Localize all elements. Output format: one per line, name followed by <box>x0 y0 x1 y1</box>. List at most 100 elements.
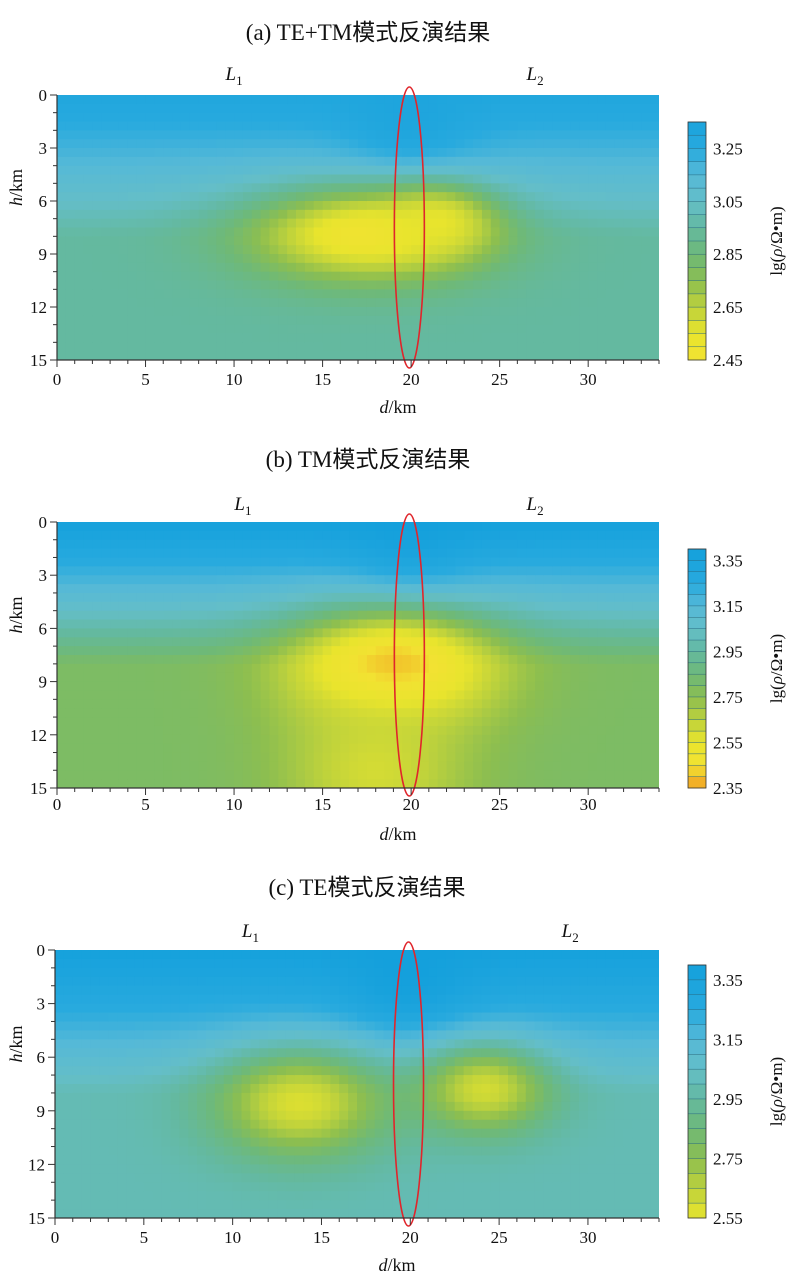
heatmap-cell <box>260 584 271 594</box>
heatmap-cell <box>127 655 138 665</box>
heatmap-cell <box>152 1182 163 1192</box>
heatmap-cell <box>632 655 642 665</box>
heatmap-cell <box>101 681 111 692</box>
heatmap-cell <box>198 165 209 176</box>
heatmap-cell <box>180 130 191 140</box>
heatmap-cell <box>561 315 572 326</box>
heatmap-cell <box>508 646 518 656</box>
heatmap-cell <box>269 156 279 167</box>
heatmap-cell <box>145 779 155 788</box>
heatmap-cell <box>214 1119 225 1130</box>
heatmap-cell <box>632 637 642 647</box>
heatmap-cell <box>632 539 642 550</box>
heatmap-cell <box>481 601 492 612</box>
heatmap-cell <box>499 619 510 629</box>
heatmap-cell <box>241 1128 252 1139</box>
heatmap-cell <box>375 734 386 745</box>
heatmap-cell <box>101 690 111 700</box>
heatmap-cell <box>490 725 501 736</box>
heatmap-cell <box>83 548 94 559</box>
heatmap-cell <box>490 646 501 656</box>
heatmap-cell <box>189 672 200 683</box>
heatmap-cell <box>490 218 501 229</box>
heatmap-cell <box>172 271 182 282</box>
heatmap-cell <box>543 236 554 246</box>
heatmap-cell <box>101 601 111 612</box>
heatmap-cell <box>242 557 253 567</box>
heatmap-cell <box>411 315 421 326</box>
heatmap-cell <box>180 156 191 167</box>
heatmap-cell <box>641 610 651 621</box>
heatmap-cell <box>117 1110 127 1121</box>
heatmap-cell <box>304 103 315 114</box>
heatmap-cell <box>172 761 182 771</box>
heatmap-cell <box>118 333 129 343</box>
x-tick-label: 10 <box>226 795 243 814</box>
heatmap-cell <box>287 148 297 158</box>
heatmap-cell <box>428 333 439 343</box>
heatmap-cell <box>340 734 350 745</box>
heatmap-cell <box>411 236 421 246</box>
heatmap-cell <box>499 324 510 335</box>
heatmap-cell <box>101 655 111 665</box>
heatmap-cell <box>180 663 191 674</box>
heatmap-cell <box>543 280 554 290</box>
heatmap-cell <box>232 1137 243 1148</box>
heatmap-cell <box>225 254 235 264</box>
heatmap-cell <box>446 254 456 264</box>
heatmap-cell <box>278 315 288 326</box>
heatmap-cell <box>278 708 288 718</box>
heatmap-cell <box>101 298 111 308</box>
heatmap-cell <box>428 103 439 114</box>
heatmap-cell <box>251 530 262 541</box>
heatmap-cell <box>402 333 412 343</box>
heatmap-cell <box>561 289 572 299</box>
heatmap-cell <box>375 227 386 237</box>
heatmap-cell <box>313 103 324 114</box>
heatmap-cell <box>189 752 200 762</box>
heatmap-cell <box>614 165 625 176</box>
heatmap-cell <box>83 307 94 317</box>
heatmap-cell <box>508 743 518 754</box>
heatmap-cell <box>260 245 271 255</box>
heatmap-cell <box>232 1021 243 1031</box>
heatmap-cell <box>189 637 200 647</box>
heatmap-cell <box>393 646 403 656</box>
heatmap-cell <box>393 333 403 343</box>
heatmap-cell <box>154 271 164 282</box>
heatmap-cell <box>499 717 510 727</box>
heatmap-cell <box>358 307 368 317</box>
heatmap-cell <box>81 1164 92 1174</box>
heatmap-cell <box>375 610 386 621</box>
heatmap-cell <box>57 254 67 264</box>
heatmap-cell <box>570 262 580 273</box>
heatmap-cell <box>172 725 182 736</box>
heatmap-cell <box>189 298 200 308</box>
heatmap-cell <box>650 351 659 360</box>
heatmap-cell <box>63 1030 74 1040</box>
heatmap-cell <box>481 725 492 736</box>
heatmap-cell <box>92 672 102 683</box>
heatmap-cell <box>597 280 607 290</box>
heatmap-cell <box>242 218 253 229</box>
heatmap-cell <box>526 342 536 352</box>
heatmap-cell <box>455 663 465 674</box>
heatmap-cell <box>490 209 501 220</box>
heatmap-cell <box>57 245 67 255</box>
heatmap-cell <box>179 958 189 969</box>
heatmap-cell <box>455 245 465 255</box>
heatmap-cell <box>206 1057 216 1067</box>
heatmap-cell <box>110 218 120 229</box>
heatmap-cell <box>207 637 217 647</box>
heatmap-cell <box>464 192 474 202</box>
heatmap-cell <box>207 566 217 576</box>
heatmap-cell <box>349 262 359 273</box>
heatmap-cell <box>216 174 226 184</box>
heatmap-cell <box>588 262 598 273</box>
heatmap-cell <box>641 779 651 788</box>
heatmap-cell <box>154 575 164 585</box>
heatmap-cell <box>65 183 76 193</box>
heatmap-cell <box>223 1066 234 1076</box>
heatmap-cell <box>269 227 279 237</box>
heatmap-cell <box>313 610 324 621</box>
